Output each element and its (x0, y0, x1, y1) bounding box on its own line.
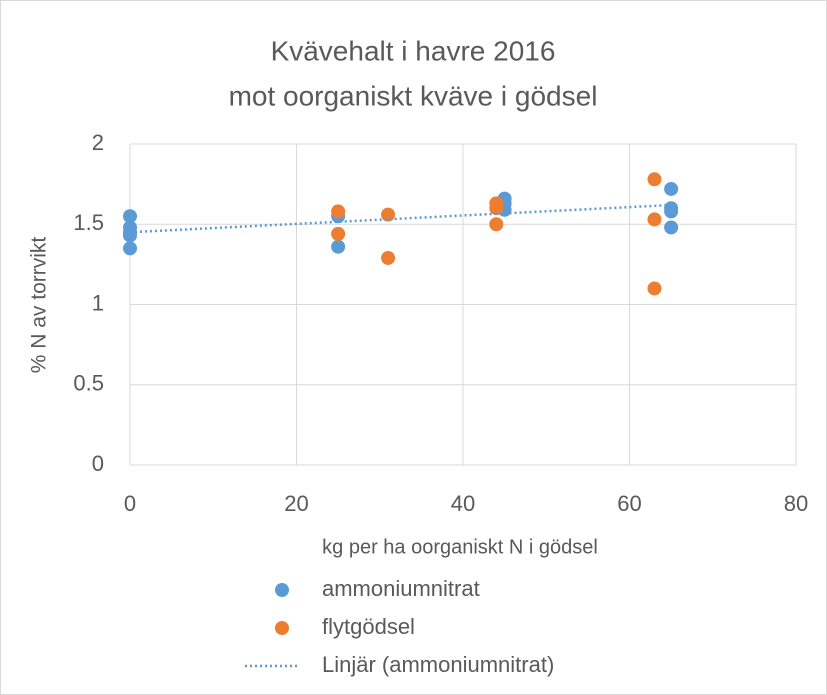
x-tick-label: 80 (784, 491, 808, 516)
point (647, 172, 662, 187)
trend-line (129, 203, 672, 234)
point (123, 209, 137, 224)
point (664, 181, 679, 196)
y-axis-label: % N av torrvikt (28, 237, 51, 374)
x-axis-label: kg per ha oorganiskt N i gödsel (322, 536, 598, 558)
legend-label: Linjär (ammoniumnitrat) (322, 652, 554, 677)
legend-swatch (275, 621, 289, 635)
point (647, 212, 662, 227)
x-tick-label: 20 (284, 491, 308, 516)
x-tick-label: 40 (451, 491, 475, 516)
point (381, 250, 396, 265)
y-tick-label: 2 (92, 130, 104, 155)
point (489, 217, 504, 232)
point (331, 204, 346, 219)
chart-title: mot oorganiskt kväve i gödsel (229, 80, 598, 111)
chart-title: Kvävehalt i havre 2016 (271, 35, 556, 66)
x-tick-label: 0 (124, 491, 136, 516)
legend-swatch (275, 583, 289, 597)
point (381, 207, 396, 222)
point (123, 228, 137, 243)
point (331, 226, 346, 241)
x-tick-label: 60 (617, 491, 641, 516)
y-tick-label: 1.5 (73, 210, 104, 235)
legend-label: ammoniumnitrat (322, 576, 480, 601)
point (331, 239, 346, 254)
point (664, 204, 679, 219)
y-tick-label: 0 (92, 451, 104, 476)
y-tick-label: 1 (92, 290, 104, 315)
point (664, 220, 679, 235)
legend-label: flytgödsel (322, 614, 415, 639)
y-tick-label: 0.5 (73, 371, 104, 396)
point (123, 241, 137, 256)
point (647, 281, 662, 296)
point (489, 201, 504, 216)
